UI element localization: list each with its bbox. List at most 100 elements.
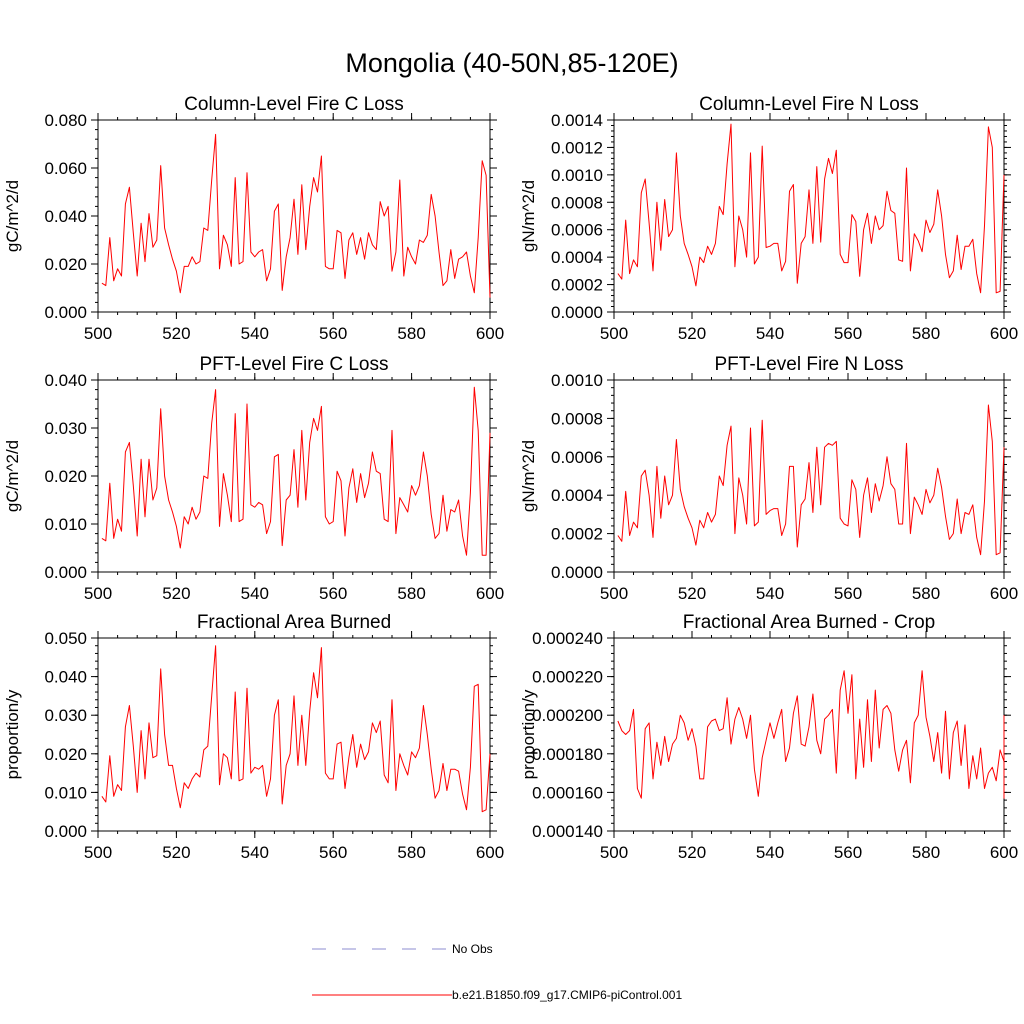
panel-title: Fractional Area Burned — [197, 612, 391, 633]
chart-panel-4: PFT-Level Fire N Loss 0.0000 0.0002 0.0004 0… — [519, 354, 1018, 603]
x-tick-label: 540 — [241, 843, 269, 862]
y-tick-label: 0.000160 — [532, 783, 603, 802]
y-tick-label: 0.0002 — [551, 525, 603, 544]
y-tick-label: 0.020 — [44, 255, 87, 274]
x-tick-label: 600 — [990, 584, 1018, 603]
x-tick-label: 520 — [678, 843, 706, 862]
y-tick-label: 0.0006 — [551, 448, 603, 467]
y-tick-label: 0.000200 — [532, 706, 603, 725]
x-tick-label: 600 — [990, 324, 1018, 343]
y-tick-label: 0.0002 — [551, 276, 603, 295]
y-tick-label: 0.000180 — [532, 745, 603, 764]
y-tick-label: 0.0000 — [551, 303, 603, 322]
y-tick-label: 0.0012 — [551, 138, 603, 157]
y-tick-label: 0.0004 — [551, 248, 603, 267]
x-tick-label: 580 — [912, 324, 940, 343]
y-tick-label: 0.0000 — [551, 563, 603, 582]
figure-title: Mongolia (40-50N,85-120E) — [345, 48, 678, 78]
x-tick-label: 560 — [319, 584, 347, 603]
y-tick-label: 0.020 — [44, 745, 87, 764]
y-tick-label: 0.0008 — [551, 193, 603, 212]
y-tick-label: 0.040 — [44, 668, 87, 687]
y-tick-label: 0.000140 — [532, 822, 603, 841]
chart-panel-6: Fractional Area Burned - Crop 0.000140 0.0… — [519, 612, 1018, 862]
x-tick-label: 580 — [397, 843, 425, 862]
y-tick-label: 0.010 — [44, 783, 87, 802]
x-tick-label: 520 — [678, 584, 706, 603]
x-tick-label: 600 — [990, 843, 1018, 862]
x-tick-label: 560 — [834, 324, 862, 343]
x-tick-label: 540 — [756, 584, 784, 603]
x-tick-label: 540 — [756, 843, 784, 862]
x-tick-label: 600 — [476, 324, 504, 343]
plot-frame — [613, 379, 1005, 573]
chart-panel-2: Column-Level Fire N Loss 0.0000 0.0002 0.00… — [519, 94, 1018, 343]
y-tick-label: 0.0010 — [551, 371, 603, 390]
y-tick-label: 0.030 — [44, 419, 87, 438]
x-tick-label: 500 — [84, 324, 112, 343]
series-line-1 — [101, 645, 491, 813]
legend: No Obs b.e21.B1850.f09_g17.CMIP6-piContr… — [312, 942, 682, 1002]
series-line-1 — [617, 404, 1005, 556]
x-tick-label: 580 — [397, 584, 425, 603]
panel-title: PFT-Level Fire N Loss — [715, 354, 904, 375]
panel-title: Fractional Area Burned - Crop — [683, 612, 935, 633]
y-axis-label: gC/m^2/d — [3, 440, 22, 512]
x-tick-label: 580 — [912, 584, 940, 603]
y-tick-label: 0.060 — [44, 159, 87, 178]
y-tick-label: 0.000 — [44, 303, 87, 322]
x-tick-label: 520 — [162, 843, 190, 862]
y-axis-label: gC/m^2/d — [3, 180, 22, 252]
x-tick-label: 540 — [241, 584, 269, 603]
y-tick-label: 0.080 — [44, 111, 87, 130]
legend-label-no-obs: No Obs — [452, 942, 493, 956]
x-tick-label: 600 — [476, 843, 504, 862]
plot-frame — [97, 119, 491, 313]
y-tick-label: 0.030 — [44, 706, 87, 725]
plot-frame — [613, 637, 1005, 832]
x-tick-label: 560 — [834, 843, 862, 862]
x-tick-label: 520 — [678, 324, 706, 343]
y-tick-label: 0.050 — [44, 629, 87, 648]
y-tick-label: 0.000 — [44, 563, 87, 582]
y-tick-label: 0.000220 — [532, 668, 603, 687]
x-tick-label: 500 — [84, 843, 112, 862]
y-tick-label: 0.0010 — [551, 166, 603, 185]
x-tick-label: 540 — [756, 324, 784, 343]
x-tick-label: 520 — [162, 584, 190, 603]
chart-panels: Column-Level Fire C Loss 0.000 0.020 0.040 0… — [3, 94, 1018, 862]
panel-title: PFT-Level Fire C Loss — [200, 354, 389, 375]
plot-frame — [613, 119, 1005, 313]
y-tick-label: 0.040 — [44, 371, 87, 390]
x-tick-label: 560 — [319, 324, 347, 343]
chart-panel-1: Column-Level Fire C Loss 0.000 0.020 0.040 0… — [3, 94, 504, 343]
x-tick-label: 500 — [600, 843, 628, 862]
y-axis-label: gN/m^2/d — [519, 180, 538, 252]
y-axis-label: gN/m^2/d — [519, 440, 538, 512]
plot-frame — [97, 379, 491, 573]
chart-panel-5: Fractional Area Burned 0.000 0.010 0.020 0.0… — [3, 612, 504, 862]
y-axis-label: proportion/y — [3, 689, 22, 779]
panel-title: Column-Level Fire C Loss — [184, 94, 404, 115]
x-tick-label: 580 — [912, 843, 940, 862]
x-tick-label: 500 — [600, 584, 628, 603]
y-tick-label: 0.0008 — [551, 409, 603, 428]
series-line-1 — [617, 123, 1005, 294]
x-tick-label: 580 — [397, 324, 425, 343]
x-tick-label: 520 — [162, 324, 190, 343]
x-tick-label: 540 — [241, 324, 269, 343]
y-tick-label: 0.0014 — [551, 111, 603, 130]
x-tick-label: 600 — [476, 584, 504, 603]
series-line-1 — [101, 386, 491, 556]
series-line-1 — [617, 670, 1005, 799]
legend-label-model: b.e21.B1850.f09_g17.CMIP6-piControl.001 — [452, 988, 682, 1002]
y-tick-label: 0.020 — [44, 467, 87, 486]
y-axis-label: proportion/y — [519, 689, 538, 779]
x-tick-label: 560 — [319, 843, 347, 862]
y-tick-label: 0.0006 — [551, 221, 603, 240]
chart-panel-3: PFT-Level Fire C Loss 0.000 0.010 0.020 0.03… — [3, 354, 504, 603]
y-tick-label: 0.040 — [44, 207, 87, 226]
y-tick-label: 0.010 — [44, 515, 87, 534]
y-tick-label: 0.000240 — [532, 629, 603, 648]
